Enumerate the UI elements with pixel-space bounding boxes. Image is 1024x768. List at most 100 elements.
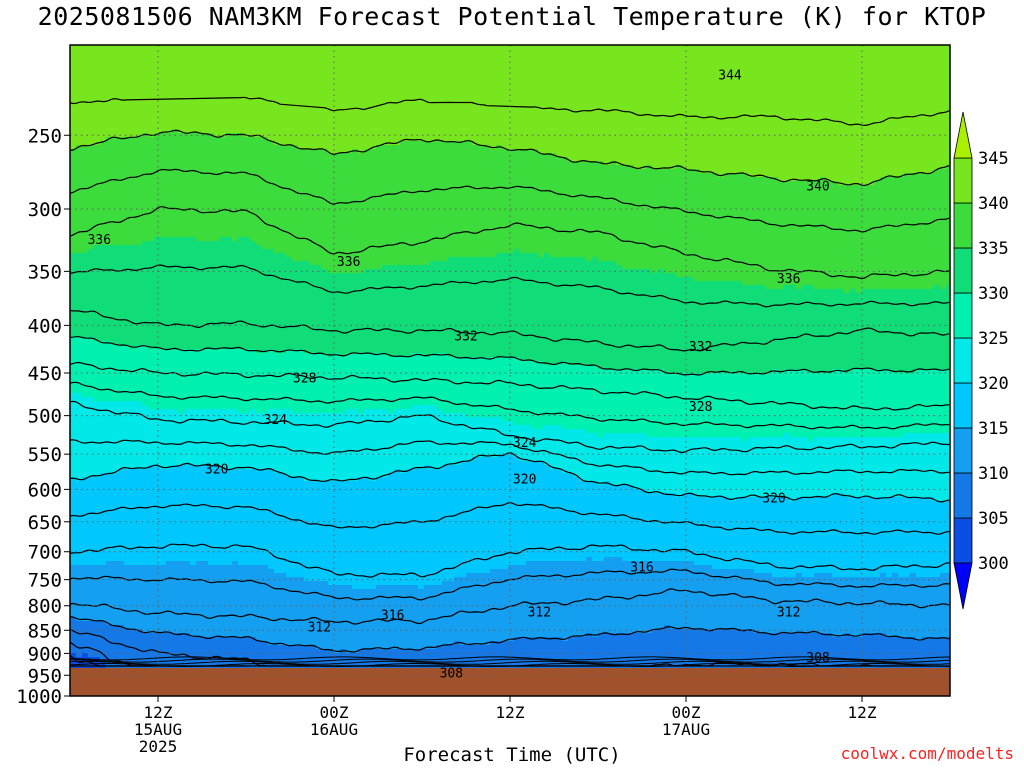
theta-cell [724,281,731,374]
theta-cell [688,277,695,374]
theta-cell [424,465,431,586]
theta-cell [208,45,215,134]
theta-cell [760,373,767,438]
theta-cell [244,469,251,566]
theta-cell [910,289,917,374]
theta-cell [442,45,449,142]
theta-cell [718,373,725,438]
theta-cell [742,45,749,174]
theta-cell [532,461,539,562]
theta-cell [316,581,323,650]
theta-cell [388,473,395,586]
colorbar-extend-bottom [953,562,973,610]
theta-cell [142,633,149,668]
theta-cell [382,45,389,146]
theta-cell [406,469,413,586]
theta-cell [472,45,479,146]
theta-cell [562,157,569,258]
theta-cell [430,585,437,650]
theta-cell [544,365,551,426]
theta-cell [238,45,245,134]
theta-cell [436,585,443,646]
theta-cell [214,465,221,566]
theta-cell [778,437,785,498]
theta-cell [94,565,101,622]
theta-cell [646,493,653,562]
theta-cell [400,649,407,668]
theta-cell [838,577,845,638]
theta-cell [364,649,371,668]
theta-cell [844,633,851,668]
theta-cell [88,145,95,250]
theta-cell [340,413,347,482]
theta-cell [196,241,203,350]
theta-cell [526,461,533,562]
theta-cell [292,645,299,668]
theta-cell [724,437,731,498]
theta-cell [802,497,809,578]
theta-cell [484,357,491,418]
theta-cell [538,637,545,668]
theta-cell [712,569,719,630]
theta-cell [646,269,653,370]
theta-cell [508,45,515,150]
theta-cell [478,457,485,574]
theta-cell [118,137,125,246]
theta-cell [280,45,287,146]
theta-cell [166,409,173,470]
theta-cell [376,585,383,650]
theta-cell [862,369,869,438]
theta-cell [442,261,449,354]
theta-cell [196,409,203,466]
theta-cell [190,409,197,466]
theta-cell [844,185,851,294]
theta-cell [646,165,653,270]
theta-cell [586,433,593,482]
theta-cell [856,185,863,294]
theta-cell [712,45,719,174]
theta-cell [658,269,665,370]
theta-cell [766,177,773,290]
theta-cell [136,629,143,668]
theta-cell [262,469,269,566]
theta-cell [892,177,899,290]
theta-cell [376,353,383,410]
theta-cell [592,481,599,562]
theta-cell [694,497,701,566]
theta-cell [142,565,149,634]
theta-cell [352,149,359,274]
theta-cell [358,273,365,354]
theta-cell [202,465,209,562]
theta-cell [214,409,221,466]
theta-cell [364,409,371,478]
theta-cell [478,257,485,358]
theta-cell [610,261,617,370]
theta-cell [556,365,563,426]
theta-cell [592,365,599,434]
theta-cell [232,241,239,350]
theta-cell [232,561,239,638]
theta-cell [916,497,923,578]
theta-cell [916,641,923,668]
theta-cell [160,469,167,566]
theta-cell [820,289,827,374]
theta-cell [898,177,905,290]
theta-cell [448,645,455,668]
theta-cell [736,45,743,174]
contour-label: 308 [440,666,463,681]
theta-cell [874,577,881,634]
theta-cell [538,45,545,154]
theta-cell [562,45,569,158]
theta-cell [322,481,329,582]
theta-cell [130,245,137,350]
theta-cell [304,645,311,668]
theta-cell [610,433,617,486]
theta-cell [676,629,683,668]
theta-cell [628,561,635,634]
theta-cell [262,45,269,138]
colorbar-bin [953,382,973,429]
theta-cell [118,245,125,346]
theta-cell [430,649,437,668]
theta-cell [460,257,467,358]
theta-cell [112,401,119,474]
